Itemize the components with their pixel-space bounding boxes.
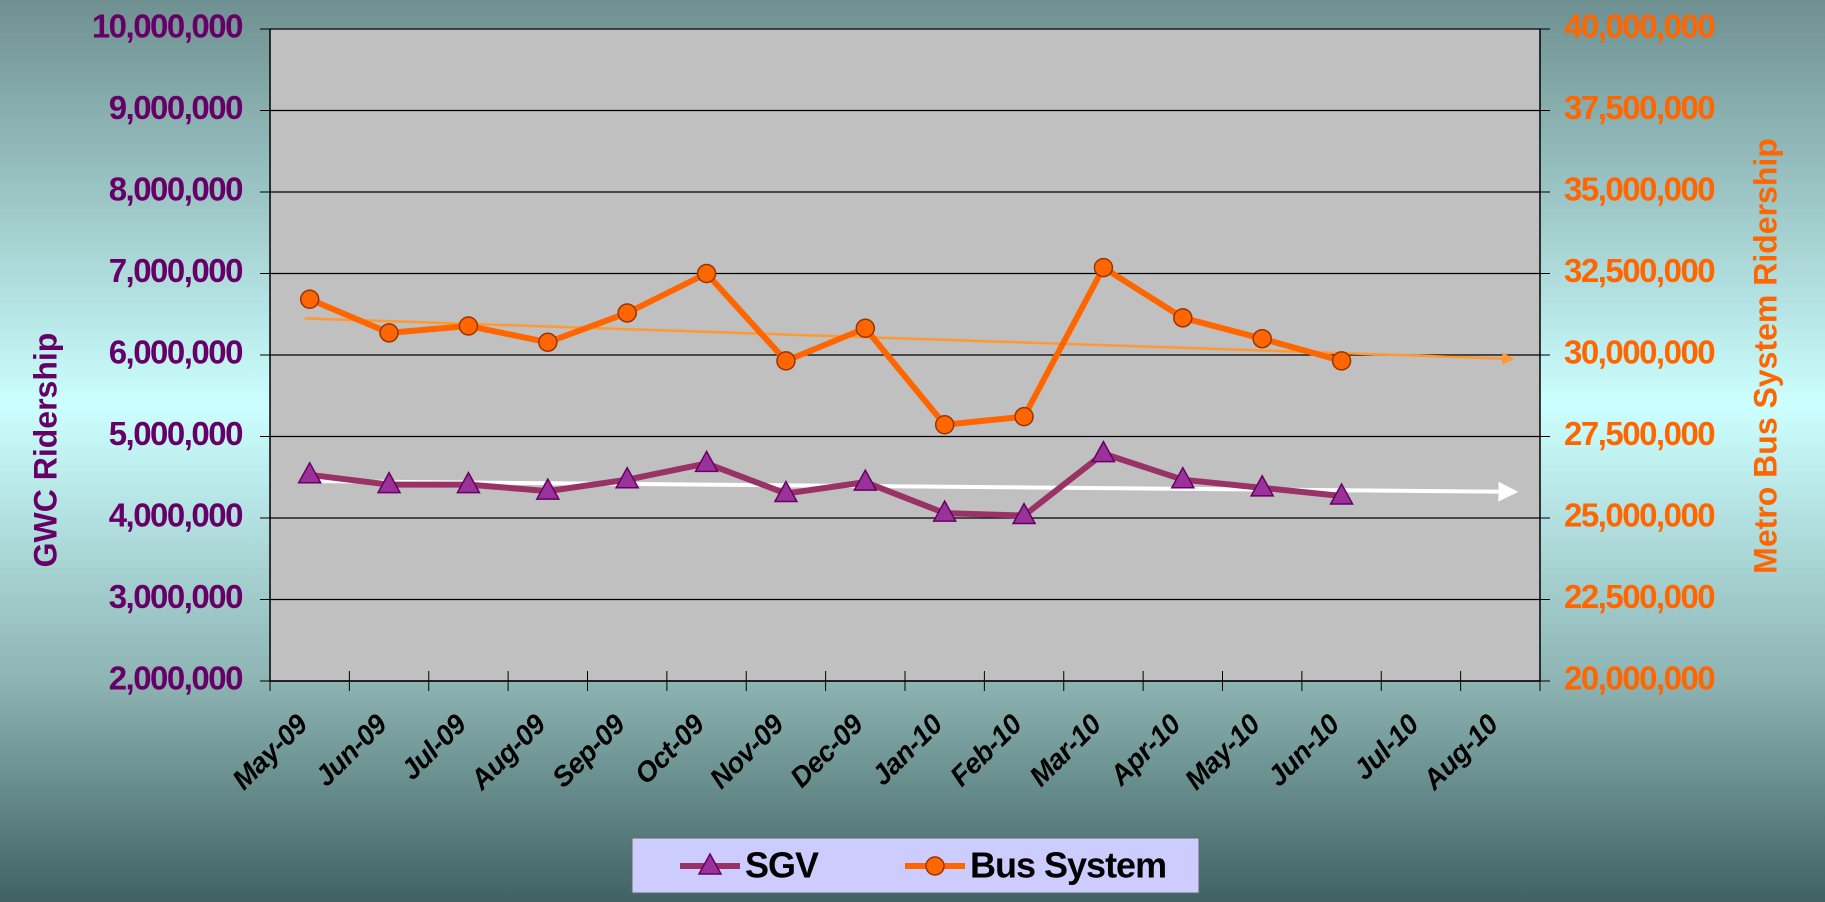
data-point — [934, 415, 955, 435]
y2-tick-label: 32,500,000 — [1564, 252, 1714, 289]
data-point — [694, 449, 719, 473]
y-tick-label: 7,000,000 — [109, 252, 242, 289]
y2-tick-label: 22,500,000 — [1564, 578, 1714, 615]
data-point — [297, 461, 322, 484]
y-tick-label: 10,000,000 — [92, 8, 242, 45]
data-point — [1170, 466, 1196, 489]
data-point — [535, 477, 561, 500]
data-point — [617, 303, 637, 323]
y2-tick-label: 20,000,000 — [1564, 660, 1714, 697]
data-point — [1331, 351, 1352, 371]
data-point — [932, 499, 957, 522]
legend-marker — [925, 856, 945, 876]
legend-marker — [697, 852, 723, 875]
data-point — [1011, 501, 1037, 525]
data-point — [614, 466, 640, 489]
data-point — [855, 318, 876, 339]
data-point — [1173, 308, 1193, 328]
y-tick-label: 5,000,000 — [109, 415, 242, 452]
y2-tick-label: 27,500,000 — [1564, 415, 1714, 452]
data-point — [1093, 257, 1114, 278]
y2-tick-label: 25,000,000 — [1564, 497, 1714, 534]
y-tick-label: 6,000,000 — [109, 334, 242, 371]
y2-tick-label: 37,500,000 — [1564, 89, 1714, 126]
data-point — [456, 471, 481, 494]
y2-tick-label: 35,000,000 — [1564, 171, 1714, 208]
data-point — [1091, 440, 1116, 463]
y-tick-label: 9,000,000 — [109, 89, 242, 126]
y-tick-label: 4,000,000 — [109, 497, 242, 534]
data-point — [696, 263, 717, 284]
data-point — [773, 479, 799, 503]
series-line — [309, 450, 1342, 519]
y2-axis-title: Metro Bus System Ridership — [1747, 138, 1783, 574]
series-line — [308, 264, 1343, 428]
data-point — [376, 471, 402, 494]
y2-tick-label: 40,000,000 — [1564, 8, 1714, 45]
data-point — [1014, 406, 1034, 427]
y2-tick-label: 30,000,000 — [1564, 334, 1714, 371]
legend-label: SGV — [745, 845, 819, 886]
data-point — [538, 332, 558, 353]
data-point — [379, 323, 399, 343]
data-point — [1249, 474, 1275, 497]
data-point — [1252, 328, 1272, 349]
legend-label: Bus System — [970, 845, 1166, 886]
y-tick-label: 2,000,000 — [109, 660, 242, 697]
y-tick-label: 3,000,000 — [109, 578, 242, 615]
data-point — [458, 316, 479, 336]
data-point — [776, 351, 796, 371]
y-tick-label: 8,000,000 — [109, 171, 242, 208]
y-axis-title: GWC Ridership — [27, 333, 63, 568]
data-point — [299, 289, 320, 310]
data-point — [1329, 482, 1354, 505]
data-point — [853, 468, 878, 491]
